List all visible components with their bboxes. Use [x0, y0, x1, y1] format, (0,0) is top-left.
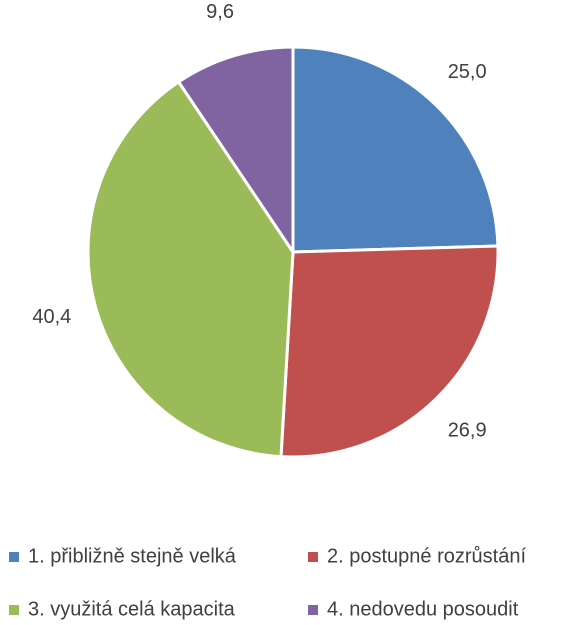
pie-slice: [86, 79, 295, 459]
legend-label: 4. nedovedu posoudit: [327, 598, 519, 620]
pie-slice: [176, 45, 295, 257]
legend-label: 2. postupné rozrůstání: [327, 545, 526, 567]
legend-swatch: [9, 605, 19, 615]
pie-slice: [291, 45, 500, 254]
data-label: 25,0: [448, 61, 487, 83]
legend-swatch: [308, 605, 318, 615]
data-label: 9,6: [206, 1, 234, 23]
legend-swatch: [9, 552, 19, 562]
legend-label: 3. využitá celá kapacita: [28, 598, 236, 620]
legend-swatch: [308, 552, 318, 562]
legend-label: 1. přibližně stejně velká: [28, 545, 237, 567]
data-label: 40,4: [32, 306, 71, 328]
pie-slice: [279, 244, 500, 459]
data-label: 26,9: [448, 420, 487, 442]
